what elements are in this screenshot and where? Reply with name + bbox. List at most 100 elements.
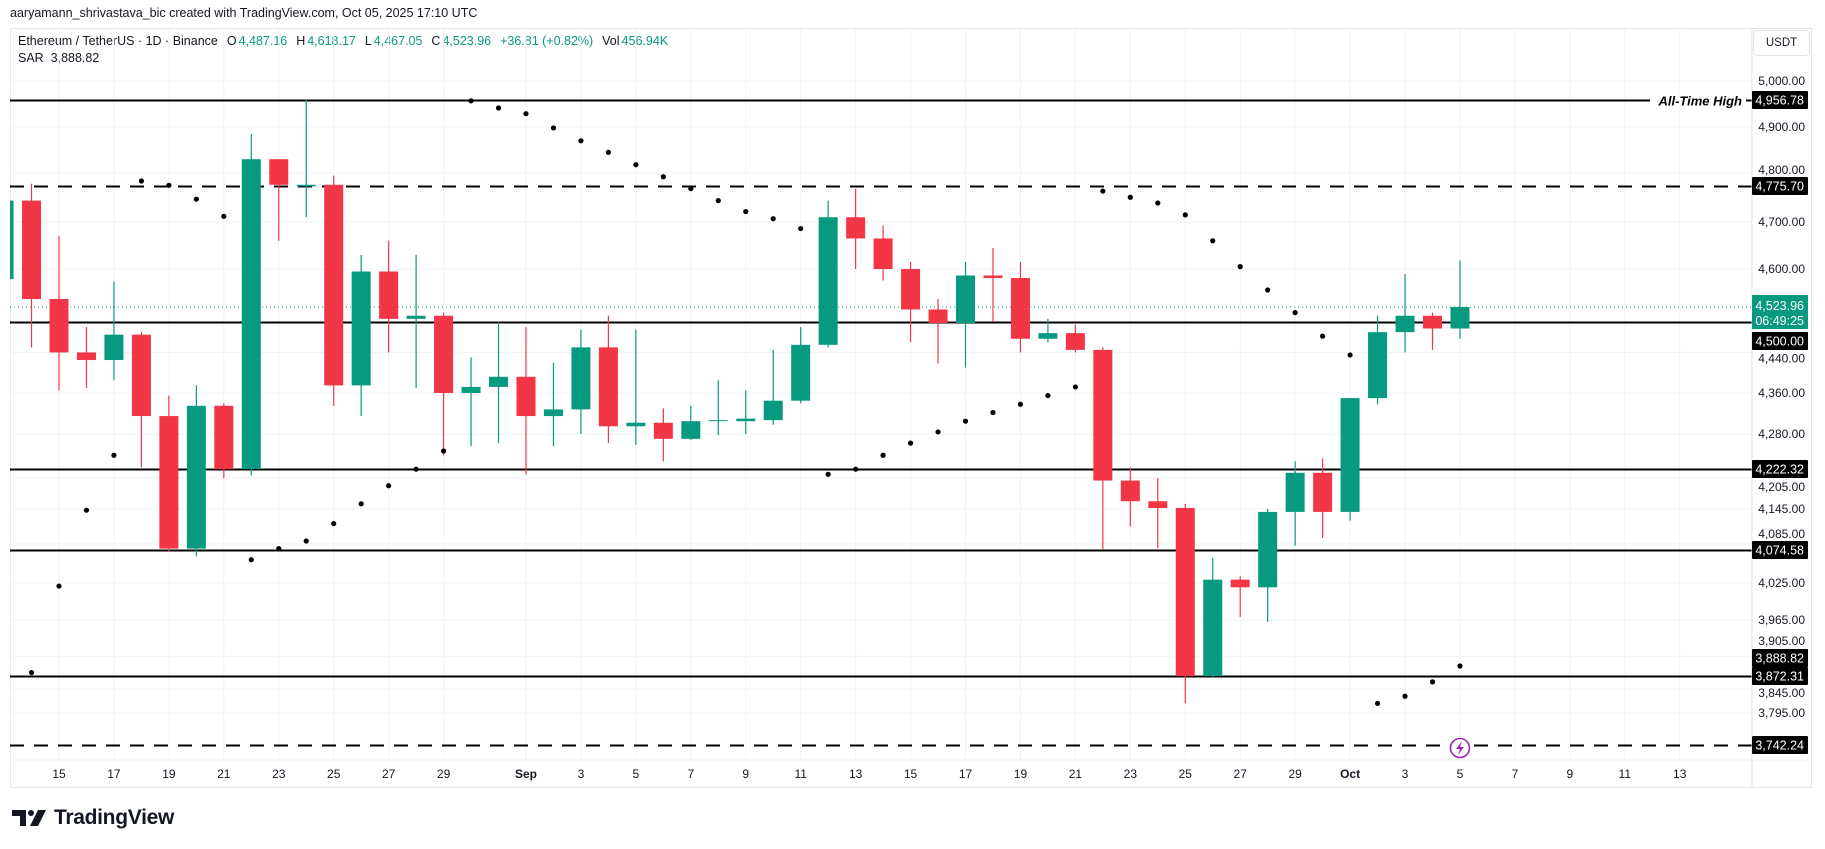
x-tick-label: 3 (578, 767, 585, 781)
candle-body (873, 238, 893, 269)
sar-price-label: 3,888.82 (1752, 649, 1808, 667)
candle-body (1120, 480, 1140, 502)
candle[interactable] (1203, 557, 1223, 678)
candle[interactable] (76, 327, 96, 388)
y-tick-label: 4,280.00 (1758, 427, 1805, 441)
candle-body (104, 334, 124, 361)
candle[interactable] (708, 380, 728, 436)
candle[interactable] (736, 390, 756, 434)
candle[interactable] (1230, 576, 1250, 617)
candle-body (983, 275, 1003, 278)
candle[interactable] (379, 240, 399, 353)
candle[interactable] (186, 385, 206, 557)
candle-body (626, 422, 646, 427)
candle[interactable] (434, 312, 454, 456)
candle-body (1313, 472, 1333, 512)
sar-legend[interactable]: SAR 3,888.82 (18, 51, 99, 65)
sar-dot (495, 105, 502, 111)
candle-body (543, 409, 563, 417)
sar-dot (331, 520, 337, 527)
candle[interactable] (598, 315, 618, 444)
sar-dot (715, 197, 721, 204)
plot-area[interactable]: All-Time High (0, 29, 1752, 760)
candle[interactable] (1340, 398, 1360, 521)
candle[interactable] (296, 100, 316, 218)
candle[interactable] (49, 236, 69, 391)
candle[interactable] (159, 395, 179, 552)
y-tick-label: 3,845.00 (1758, 686, 1805, 700)
candle[interactable] (653, 408, 673, 462)
candle[interactable] (0, 184, 14, 289)
candle[interactable] (1258, 509, 1278, 622)
x-tick-label: 9 (1567, 767, 1574, 781)
candle[interactable] (1093, 347, 1113, 550)
candle[interactable] (681, 405, 701, 441)
candle[interactable] (901, 261, 921, 343)
x-tick-label: 29 (437, 767, 451, 781)
candle[interactable] (489, 322, 509, 444)
candle[interactable] (1175, 503, 1195, 704)
candle[interactable] (351, 254, 371, 417)
candle[interactable] (1423, 312, 1442, 350)
candle[interactable] (571, 329, 591, 434)
candle-body (681, 421, 701, 439)
candle[interactable] (214, 403, 234, 478)
candle[interactable] (1120, 467, 1140, 527)
candle-body (351, 271, 371, 386)
sar-dot (413, 466, 419, 472)
sar-dot (688, 186, 694, 192)
candle[interactable] (1010, 261, 1030, 353)
tradingview-logo-icon (12, 810, 46, 826)
candle-body (1010, 277, 1030, 339)
candle[interactable] (956, 261, 976, 368)
sar-dot (1265, 287, 1271, 293)
candle-body (159, 416, 179, 549)
candle[interactable] (1038, 318, 1058, 343)
sar-dot (907, 440, 914, 446)
candle[interactable] (1148, 477, 1168, 549)
candle[interactable] (22, 183, 42, 348)
candle[interactable] (1395, 273, 1415, 353)
candle[interactable] (873, 225, 893, 281)
candle[interactable] (1285, 461, 1305, 546)
candle[interactable] (626, 329, 646, 445)
candle[interactable] (131, 332, 151, 468)
x-tick-label: 23 (272, 767, 286, 781)
candle[interactable] (818, 200, 838, 348)
candle-body (598, 347, 618, 427)
currency-button[interactable]: USDT (1753, 30, 1810, 56)
candle[interactable] (324, 175, 344, 406)
y-tick-label: 3,795.00 (1758, 706, 1805, 720)
y-tick-label: 4,600.00 (1758, 262, 1805, 276)
sar-dot (743, 208, 749, 215)
candle-body (708, 420, 728, 422)
alert-marker[interactable] (1449, 737, 1471, 759)
vol-value: 456.94K (621, 34, 669, 48)
candle[interactable] (791, 327, 811, 404)
candle[interactable] (516, 327, 536, 475)
candle[interactable] (763, 349, 783, 425)
candle[interactable] (269, 159, 289, 241)
candle[interactable] (461, 357, 481, 447)
candle[interactable] (983, 247, 1003, 322)
candle[interactable] (1065, 324, 1085, 353)
sar-dot (1210, 238, 1216, 244)
symbol-name[interactable]: Ethereum / TetherUS · 1D · Binance (18, 34, 218, 48)
candle[interactable] (1450, 260, 1470, 339)
open-value: 4,487.16 (238, 34, 288, 48)
high-label: H (296, 34, 306, 48)
candle[interactable] (104, 281, 124, 381)
candle[interactable] (1368, 315, 1388, 405)
candle[interactable] (928, 298, 948, 364)
close-value: 4,523.96 (442, 34, 492, 48)
sar-dot (1100, 188, 1106, 194)
candle[interactable] (543, 362, 563, 447)
candle[interactable] (846, 188, 866, 269)
candle[interactable] (241, 133, 261, 476)
close-label: C (431, 34, 441, 48)
candle[interactable] (406, 254, 426, 388)
sar-dot (138, 178, 145, 184)
candle[interactable] (1313, 458, 1333, 539)
